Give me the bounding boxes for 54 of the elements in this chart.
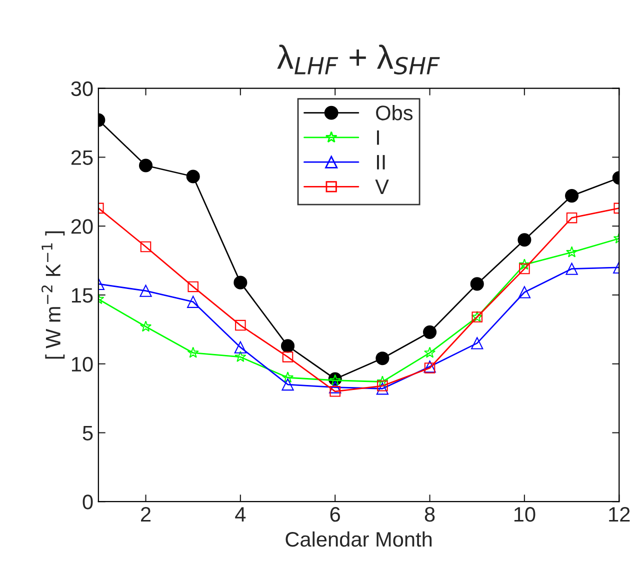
point xyxy=(187,296,200,308)
point xyxy=(234,350,246,362)
legend-label: I xyxy=(377,130,379,145)
point xyxy=(140,241,152,252)
point xyxy=(282,372,294,383)
point xyxy=(566,246,578,258)
point xyxy=(519,263,530,274)
point xyxy=(140,284,152,297)
point xyxy=(329,381,342,394)
x-axis-title: Calendar Month xyxy=(286,531,432,547)
x-tick-label: 8 xyxy=(424,507,435,522)
point xyxy=(376,382,389,395)
chart-title: λ$_{LHF}$ + λ$_{SHF}$ xyxy=(277,44,440,75)
point xyxy=(423,325,437,339)
point xyxy=(376,352,390,366)
point xyxy=(235,320,246,331)
point xyxy=(470,277,484,291)
legend-label: Obs xyxy=(376,105,413,120)
point xyxy=(138,158,153,172)
point xyxy=(424,346,436,358)
point xyxy=(186,170,200,184)
x-tick-label: 2 xyxy=(141,507,151,522)
point xyxy=(565,189,579,203)
point xyxy=(566,262,578,275)
x-tick-label: 10 xyxy=(514,507,536,522)
point xyxy=(281,339,295,353)
point xyxy=(234,341,247,354)
point xyxy=(518,286,531,298)
y-tick-label: 0 xyxy=(82,494,93,510)
x-tick-label: 6 xyxy=(330,507,340,522)
point xyxy=(518,258,530,270)
point xyxy=(376,376,388,387)
y-tick-label: 15 xyxy=(72,288,93,303)
legend-label: V xyxy=(375,180,389,194)
x-tick-label: 4 xyxy=(235,507,246,522)
point xyxy=(330,386,340,397)
y-tick-label: 10 xyxy=(72,356,93,372)
y-tick-label: 25 xyxy=(71,150,93,165)
point xyxy=(187,346,199,358)
legend-label: II xyxy=(377,155,385,170)
point xyxy=(282,378,294,391)
point xyxy=(234,276,248,290)
point xyxy=(471,337,484,350)
y-tick-label: 20 xyxy=(71,219,93,234)
point xyxy=(377,380,388,392)
point xyxy=(566,212,578,224)
y-axis-title: [ W m$^{−2}$ K$^{−1}$ ] xyxy=(42,231,65,359)
point xyxy=(518,233,532,247)
y-tick-label: 30 xyxy=(71,81,93,96)
point xyxy=(188,281,198,292)
point xyxy=(140,320,152,332)
point xyxy=(282,352,294,362)
x-tick-label: 12 xyxy=(609,507,630,522)
y-tick-label: 5 xyxy=(82,426,93,440)
